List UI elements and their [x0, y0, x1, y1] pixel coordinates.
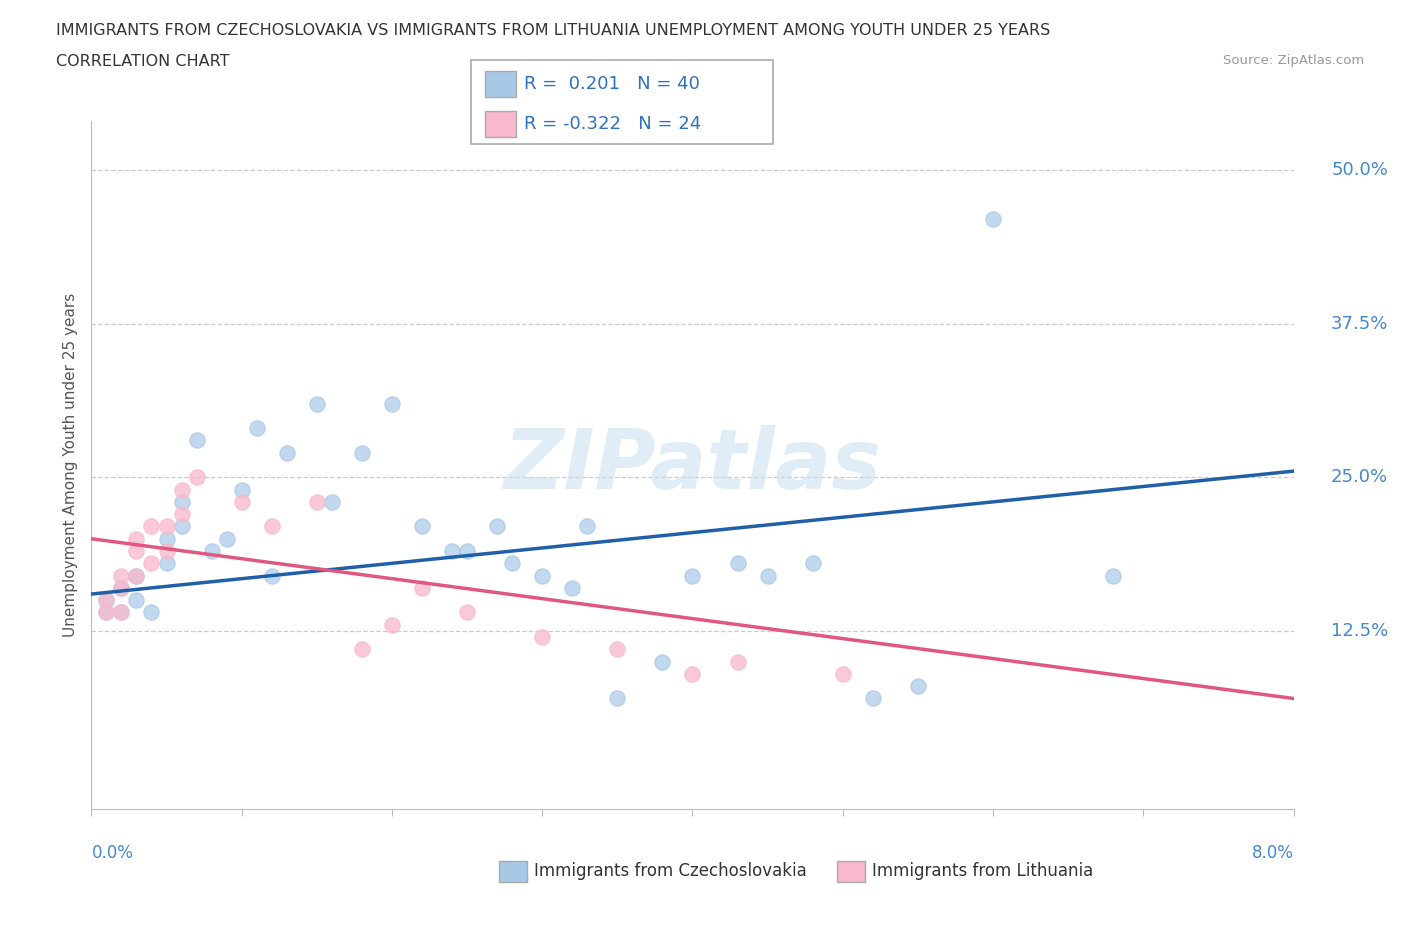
Point: [576, 519, 599, 534]
Point: [155, 531, 177, 546]
Point: [531, 568, 554, 583]
Point: [651, 654, 673, 669]
Point: [155, 543, 177, 558]
Point: [125, 543, 148, 558]
Point: [110, 580, 132, 595]
Point: [170, 507, 193, 522]
Point: [681, 667, 703, 682]
Point: [456, 605, 478, 620]
Point: [96, 592, 118, 607]
Point: [801, 556, 824, 571]
Point: [231, 495, 253, 510]
Point: [260, 519, 283, 534]
Text: R =  0.201   N = 40: R = 0.201 N = 40: [524, 75, 700, 93]
Point: [681, 568, 703, 583]
Text: R = -0.322   N = 24: R = -0.322 N = 24: [524, 115, 702, 133]
Point: [606, 642, 628, 657]
Text: 50.0%: 50.0%: [1331, 161, 1388, 179]
Point: [305, 495, 328, 510]
Point: [411, 519, 433, 534]
Point: [246, 420, 269, 435]
Point: [456, 543, 478, 558]
Point: [501, 556, 523, 571]
Point: [862, 691, 884, 706]
Point: [110, 580, 132, 595]
Point: [561, 580, 583, 595]
Text: Source: ZipAtlas.com: Source: ZipAtlas.com: [1223, 54, 1364, 67]
Point: [907, 679, 929, 694]
Point: [155, 556, 177, 571]
Point: [381, 396, 404, 411]
Point: [321, 495, 343, 510]
Point: [215, 531, 238, 546]
Point: [440, 543, 463, 558]
Text: Immigrants from Lithuania: Immigrants from Lithuania: [872, 862, 1092, 881]
Point: [350, 445, 373, 460]
Text: 12.5%: 12.5%: [1331, 622, 1388, 640]
Point: [831, 667, 853, 682]
Point: [381, 618, 404, 632]
Text: 37.5%: 37.5%: [1331, 314, 1389, 333]
Text: 25.0%: 25.0%: [1331, 469, 1388, 486]
Point: [186, 470, 208, 485]
Point: [110, 605, 132, 620]
Point: [486, 519, 509, 534]
Text: Immigrants from Czechoslovakia: Immigrants from Czechoslovakia: [534, 862, 807, 881]
Y-axis label: Unemployment Among Youth under 25 years: Unemployment Among Youth under 25 years: [63, 293, 79, 637]
Point: [260, 568, 283, 583]
Point: [110, 568, 132, 583]
Point: [125, 568, 148, 583]
Point: [170, 495, 193, 510]
Point: [276, 445, 298, 460]
Point: [756, 568, 779, 583]
Text: 0.0%: 0.0%: [91, 844, 134, 862]
Point: [125, 592, 148, 607]
Point: [96, 605, 118, 620]
Point: [96, 592, 118, 607]
Point: [727, 556, 749, 571]
Text: IMMIGRANTS FROM CZECHOSLOVAKIA VS IMMIGRANTS FROM LITHUANIA UNEMPLOYMENT AMONG Y: IMMIGRANTS FROM CZECHOSLOVAKIA VS IMMIGR…: [56, 23, 1050, 38]
Text: ZIPatlas: ZIPatlas: [503, 424, 882, 506]
Text: CORRELATION CHART: CORRELATION CHART: [56, 54, 229, 69]
Point: [606, 691, 628, 706]
Point: [186, 433, 208, 448]
Point: [1102, 568, 1125, 583]
Point: [305, 396, 328, 411]
Point: [110, 605, 132, 620]
Point: [727, 654, 749, 669]
Point: [141, 519, 163, 534]
Point: [125, 568, 148, 583]
Point: [141, 556, 163, 571]
Point: [155, 519, 177, 534]
Point: [350, 642, 373, 657]
Point: [125, 531, 148, 546]
Text: 8.0%: 8.0%: [1251, 844, 1294, 862]
Point: [141, 605, 163, 620]
Point: [231, 482, 253, 497]
Point: [96, 605, 118, 620]
Point: [170, 482, 193, 497]
Point: [170, 519, 193, 534]
Point: [531, 630, 554, 644]
Point: [411, 580, 433, 595]
Point: [981, 212, 1004, 227]
Point: [201, 543, 224, 558]
